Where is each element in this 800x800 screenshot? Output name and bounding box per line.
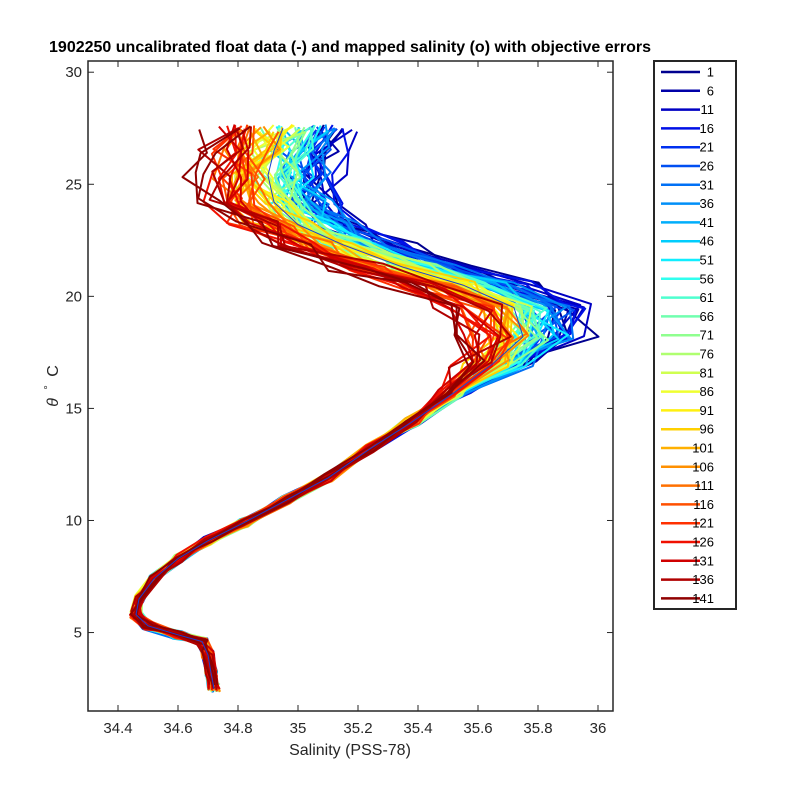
profile-line (129, 125, 569, 691)
x-tick-label: 34.6 (163, 720, 192, 737)
legend-label: 66 (700, 309, 714, 324)
legend-label: 31 (700, 177, 714, 192)
legend-label: 56 (700, 271, 714, 286)
legend-label: 121 (692, 516, 714, 531)
legend-label: 106 (692, 459, 714, 474)
y-axis-degree: ° (43, 385, 55, 389)
profile-line (132, 127, 580, 686)
profile-line (136, 127, 571, 689)
legend-label: 81 (700, 365, 714, 380)
profile-line (131, 127, 542, 691)
chart-title: 1902250 uncalibrated float data (-) and … (49, 39, 651, 56)
profile-line (136, 126, 575, 686)
plot-lines (129, 123, 600, 693)
legend-label: 41 (700, 215, 714, 230)
profile-line (135, 128, 600, 693)
profile-line (134, 124, 567, 693)
x-tick-label: 35.8 (523, 720, 552, 737)
legend-label: 36 (700, 196, 714, 211)
profile-line (137, 128, 573, 691)
legend-label: 111 (694, 478, 714, 493)
profile-line (138, 126, 530, 692)
y-axis-label: θ ° C (39, 365, 62, 407)
x-tick-label: 36 (590, 720, 607, 737)
legend-label: 96 (700, 422, 714, 437)
legend-label: 141 (692, 591, 714, 606)
profile-line (135, 127, 470, 689)
profile-line (138, 129, 570, 691)
y-axis-unit: C (45, 365, 62, 377)
legend-label: 101 (692, 441, 714, 456)
x-tick-label: 34.4 (103, 720, 132, 737)
profile-line (131, 128, 587, 687)
legend-label: 126 (692, 535, 714, 550)
profile-line (132, 125, 535, 692)
profile-line (135, 127, 582, 688)
y-tick-label: 30 (65, 64, 82, 81)
profile-line (133, 131, 580, 689)
legend-label: 136 (692, 572, 714, 587)
legend-label: 51 (700, 253, 714, 268)
x-axis-label: Salinity (PSS-78) (289, 742, 411, 759)
profile-line (132, 124, 568, 691)
legend-label: 116 (693, 497, 714, 512)
x-tick-label: 35 (290, 720, 307, 737)
y-tick-label: 15 (65, 400, 82, 417)
legend-label: 6 (707, 83, 714, 98)
profile-line (133, 126, 534, 687)
legend-label: 26 (700, 159, 714, 174)
legend-label: 71 (700, 328, 714, 343)
legend-label: 131 (692, 553, 714, 568)
y-tick-label: 10 (65, 512, 82, 529)
profile-line (132, 127, 575, 692)
y-axis-symbol: θ (45, 398, 62, 407)
x-tick-label: 35.6 (463, 720, 492, 737)
x-tick-label: 35.2 (343, 720, 372, 737)
profile-line (134, 128, 592, 692)
axis-ticks: 34.4 34.6 34.8 35 35.2 35.4 35.6 35.8 36 5 10 15 20 2… (65, 61, 613, 737)
x-tick-label: 35.4 (403, 720, 432, 737)
legend-label: 86 (700, 384, 714, 399)
legend-label: 11 (701, 102, 715, 117)
profile-line (130, 128, 497, 693)
profile-line (132, 128, 577, 690)
profile-line (130, 129, 560, 692)
x-tick-label: 34.8 (223, 720, 252, 737)
legend-label: 16 (700, 121, 714, 136)
plot-frame (87, 60, 614, 712)
y-tick-label: 5 (74, 625, 82, 642)
profile-line (136, 131, 585, 686)
legend-label: 21 (700, 140, 714, 155)
legend-label: 91 (700, 403, 714, 418)
profile-line (133, 131, 559, 686)
legend-label: 61 (700, 290, 714, 305)
y-tick-label: 20 (65, 288, 82, 305)
y-tick-label: 25 (65, 176, 82, 193)
legend-label: 46 (700, 234, 714, 249)
mapped-profile (135, 128, 524, 689)
legend-label: 76 (700, 347, 714, 362)
legend-label: 1 (707, 65, 714, 80)
legend: 1611162126313641465156616671768186919610… (653, 60, 737, 610)
